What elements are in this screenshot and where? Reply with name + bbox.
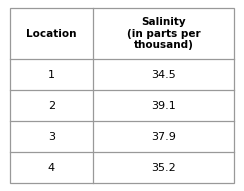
Text: 2: 2 xyxy=(48,101,55,111)
Text: 3: 3 xyxy=(48,132,55,142)
Text: 35.2: 35.2 xyxy=(151,163,176,173)
Text: Salinity
(in parts per
thousand): Salinity (in parts per thousand) xyxy=(127,17,200,50)
Text: 4: 4 xyxy=(48,163,55,173)
Text: 34.5: 34.5 xyxy=(151,70,176,80)
Text: Location: Location xyxy=(26,29,77,39)
Text: 39.1: 39.1 xyxy=(151,101,176,111)
Text: 1: 1 xyxy=(48,70,55,80)
Text: 37.9: 37.9 xyxy=(151,132,176,142)
